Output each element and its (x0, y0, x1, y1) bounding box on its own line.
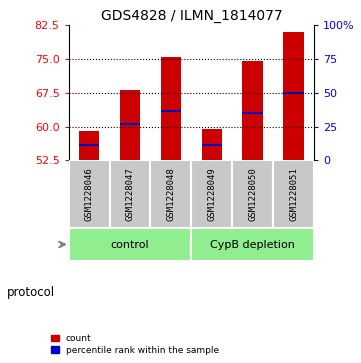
Text: GSM1228047: GSM1228047 (126, 167, 134, 221)
Bar (201, 129, 222, 160)
Text: control: control (111, 240, 149, 249)
Bar (243, 112, 263, 114)
Bar (283, 32, 304, 160)
Bar (191, 160, 232, 228)
Text: GSM1228051: GSM1228051 (289, 167, 298, 221)
Text: GSM1228048: GSM1228048 (166, 167, 175, 221)
Bar (109, 160, 151, 228)
Bar (273, 160, 314, 228)
Bar (79, 131, 99, 160)
Bar (79, 144, 99, 146)
Bar (191, 228, 314, 261)
Text: GSM1228046: GSM1228046 (84, 167, 93, 221)
Title: GDS4828 / ILMN_1814077: GDS4828 / ILMN_1814077 (100, 9, 282, 23)
Text: GSM1228049: GSM1228049 (207, 167, 216, 221)
Bar (69, 228, 191, 261)
Bar (69, 160, 109, 228)
Bar (201, 144, 222, 146)
Bar (161, 57, 181, 160)
Bar (232, 160, 273, 228)
Bar (283, 92, 304, 94)
Legend: count, percentile rank within the sample: count, percentile rank within the sample (52, 334, 219, 355)
Bar (151, 160, 191, 228)
Text: protocol: protocol (7, 286, 55, 299)
Bar (120, 123, 140, 125)
Bar (161, 110, 181, 112)
Bar (243, 61, 263, 160)
Text: CypB depletion: CypB depletion (210, 240, 295, 249)
Bar (120, 90, 140, 160)
Text: GSM1228050: GSM1228050 (248, 167, 257, 221)
